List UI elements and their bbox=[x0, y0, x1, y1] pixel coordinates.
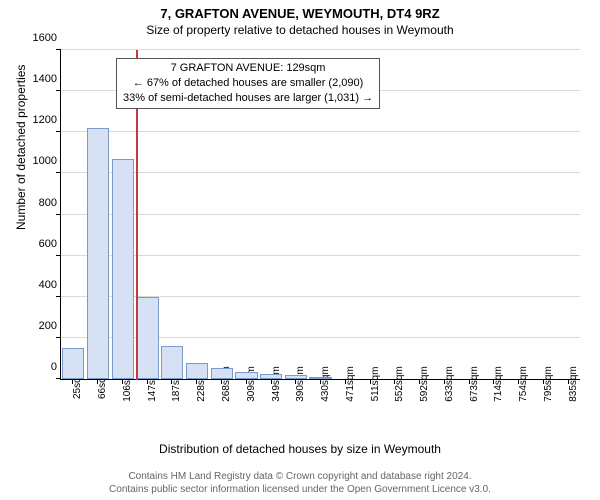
x-tick-slot: 714sqm bbox=[481, 380, 506, 420]
x-tick-slot: 228sqm bbox=[184, 380, 209, 420]
x-tick-slot: 349sqm bbox=[258, 380, 283, 420]
annotation-box: 7 GRAFTON AVENUE: 129sqm ← 67% of detach… bbox=[116, 58, 380, 109]
y-tick-label: 1600 bbox=[23, 32, 61, 44]
bar bbox=[260, 374, 282, 379]
x-tick-slot: 795sqm bbox=[531, 380, 556, 420]
x-tick-slot: 552sqm bbox=[382, 380, 407, 420]
x-tick-slot: 147sqm bbox=[134, 380, 159, 420]
annotation-line: ← 67% of detached houses are smaller (2,… bbox=[123, 76, 373, 91]
y-tick-label: 1000 bbox=[23, 155, 61, 167]
y-tick-label: 400 bbox=[23, 279, 61, 291]
bar bbox=[87, 128, 109, 379]
bar-slot bbox=[407, 50, 432, 379]
bar-slot bbox=[61, 50, 86, 379]
bar-slot bbox=[86, 50, 111, 379]
bar-slot bbox=[531, 50, 556, 379]
chart-subtitle: Size of property relative to detached ho… bbox=[0, 23, 600, 37]
x-tick-slot: 430sqm bbox=[308, 380, 333, 420]
bar bbox=[235, 372, 257, 379]
x-tick-labels: 25sqm66sqm106sqm147sqm187sqm228sqm268sqm… bbox=[60, 380, 580, 420]
x-tick-slot: 835sqm bbox=[555, 380, 580, 420]
x-tick-slot: 754sqm bbox=[506, 380, 531, 420]
x-tick-slot: 25sqm bbox=[60, 380, 85, 420]
bar bbox=[62, 348, 84, 379]
bar-slot bbox=[457, 50, 482, 379]
bar bbox=[161, 346, 183, 379]
y-tick-label: 600 bbox=[23, 238, 61, 250]
x-tick-slot: 471sqm bbox=[332, 380, 357, 420]
x-tick-slot: 106sqm bbox=[110, 380, 135, 420]
bar bbox=[112, 159, 134, 379]
x-tick-slot: 390sqm bbox=[283, 380, 308, 420]
bar-slot bbox=[481, 50, 506, 379]
x-tick-slot: 673sqm bbox=[456, 380, 481, 420]
bar bbox=[285, 375, 307, 379]
x-tick-slot: 633sqm bbox=[431, 380, 456, 420]
x-tick-slot: 66sqm bbox=[85, 380, 110, 420]
bar-slot bbox=[432, 50, 457, 379]
bar bbox=[309, 377, 331, 379]
footer-line: Contains HM Land Registry data © Crown c… bbox=[0, 471, 600, 484]
footer-line: Contains public sector information licen… bbox=[0, 484, 600, 497]
x-axis-label: Distribution of detached houses by size … bbox=[0, 442, 600, 456]
bar-slot bbox=[506, 50, 531, 379]
bar bbox=[211, 368, 233, 379]
x-tick-slot: 592sqm bbox=[407, 380, 432, 420]
bar bbox=[186, 363, 208, 379]
y-tick-label: 200 bbox=[23, 320, 61, 332]
footer-attribution: Contains HM Land Registry data © Crown c… bbox=[0, 471, 600, 496]
bar-slot bbox=[555, 50, 580, 379]
chart-header: 7, GRAFTON AVENUE, WEYMOUTH, DT4 9RZ Siz… bbox=[0, 0, 600, 37]
y-tick-label: 0 bbox=[23, 361, 61, 373]
annotation-line: 33% of semi-detached houses are larger (… bbox=[123, 91, 373, 106]
x-tick-slot: 511sqm bbox=[357, 380, 382, 420]
x-tick-slot: 309sqm bbox=[233, 380, 258, 420]
y-tick-label: 1200 bbox=[23, 114, 61, 126]
chart-title: 7, GRAFTON AVENUE, WEYMOUTH, DT4 9RZ bbox=[0, 6, 600, 21]
x-tick-slot: 187sqm bbox=[159, 380, 184, 420]
bar bbox=[136, 297, 158, 379]
y-tick-label: 800 bbox=[23, 197, 61, 209]
annotation-line: 7 GRAFTON AVENUE: 129sqm bbox=[123, 61, 373, 76]
x-tick-slot: 268sqm bbox=[209, 380, 234, 420]
y-tick-label: 1400 bbox=[23, 73, 61, 85]
bar-slot bbox=[382, 50, 407, 379]
